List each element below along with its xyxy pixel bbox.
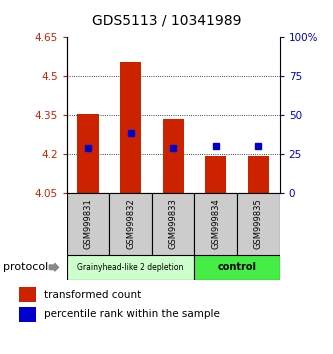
- Text: protocol: protocol: [3, 262, 49, 272]
- Bar: [163, 119, 184, 193]
- Bar: [194, 255, 280, 280]
- Text: GSM999833: GSM999833: [168, 199, 178, 249]
- Bar: [77, 114, 99, 193]
- Text: percentile rank within the sample: percentile rank within the sample: [44, 309, 220, 319]
- Text: GDS5113 / 10341989: GDS5113 / 10341989: [92, 13, 241, 28]
- Bar: [67, 193, 109, 255]
- Bar: [67, 255, 194, 280]
- Bar: [237, 193, 280, 255]
- Bar: [109, 193, 152, 255]
- Bar: [19, 307, 36, 321]
- Text: control: control: [217, 262, 257, 272]
- Text: transformed count: transformed count: [44, 290, 141, 300]
- Bar: [194, 193, 237, 255]
- Text: GSM999832: GSM999832: [126, 199, 135, 249]
- Bar: [120, 62, 141, 193]
- Text: GSM999835: GSM999835: [254, 199, 263, 249]
- Bar: [19, 287, 36, 302]
- Text: GSM999831: GSM999831: [83, 199, 93, 249]
- Text: Grainyhead-like 2 depletion: Grainyhead-like 2 depletion: [77, 263, 184, 272]
- Text: GSM999834: GSM999834: [211, 199, 220, 249]
- Bar: [205, 156, 226, 193]
- Bar: [152, 193, 194, 255]
- Bar: [248, 156, 269, 193]
